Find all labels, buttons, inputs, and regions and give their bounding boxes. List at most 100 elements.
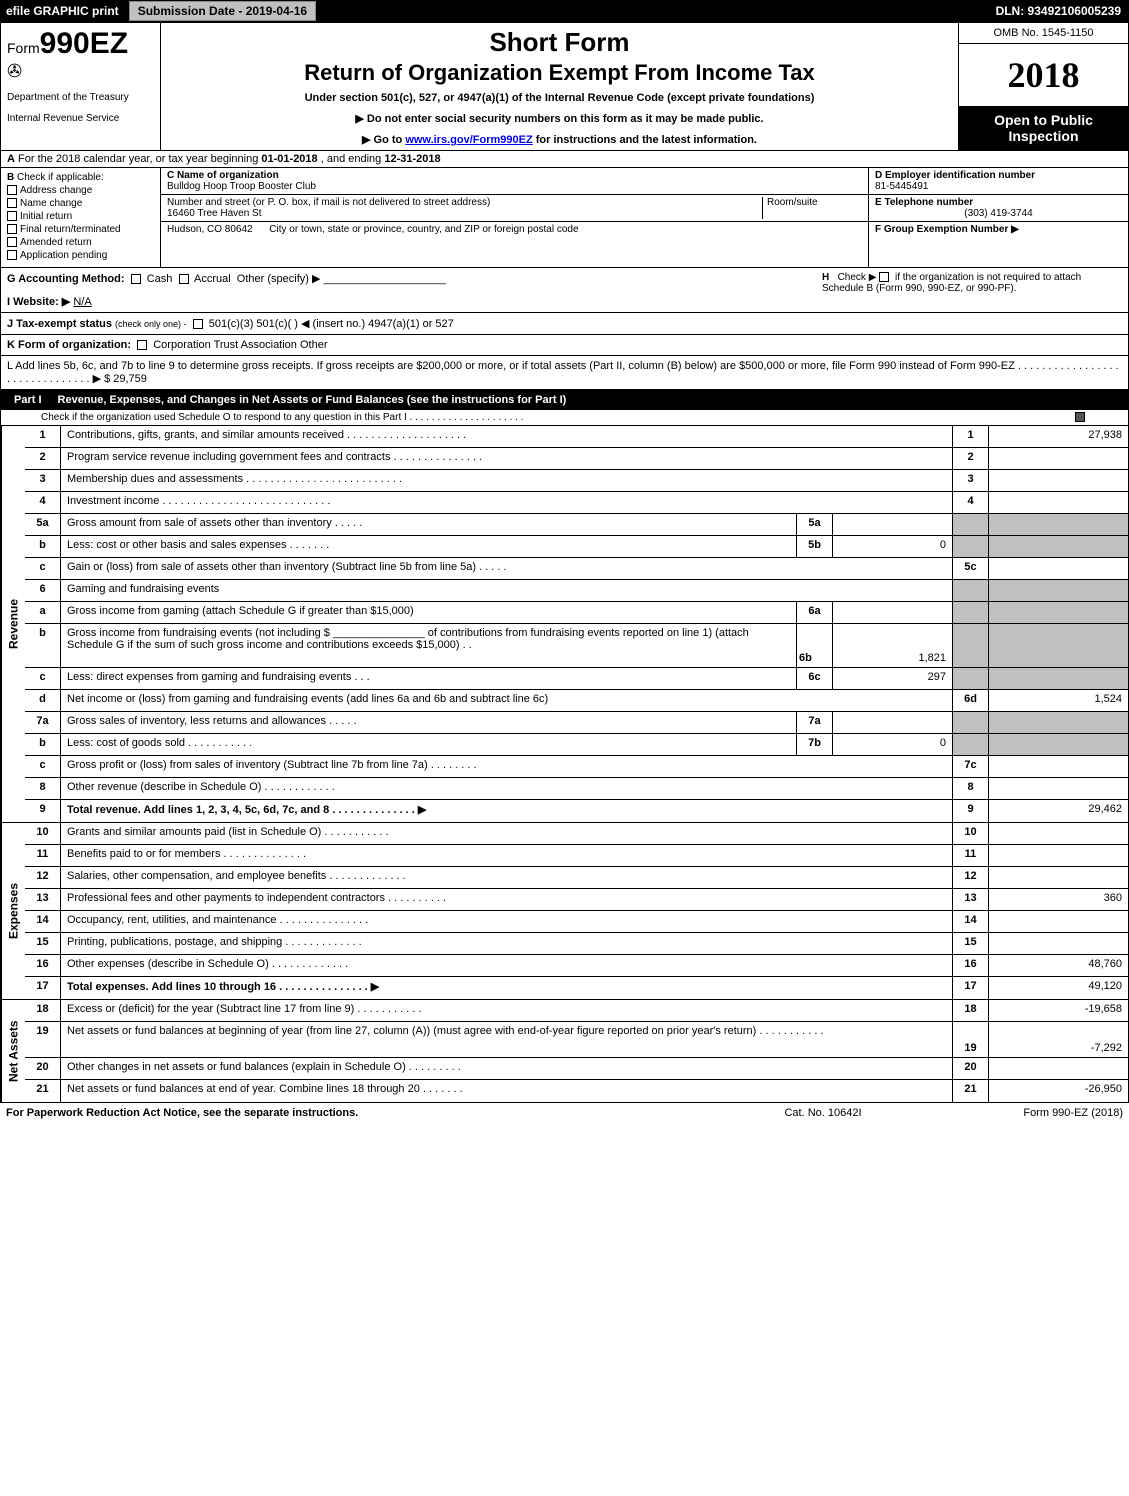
right-num: 12: [952, 867, 988, 888]
right-amt: 49,120: [988, 977, 1128, 999]
right-amt: -7,292: [988, 1022, 1128, 1057]
inner-amt: [832, 712, 952, 733]
line-desc: Other expenses (describe in Schedule O) …: [61, 955, 952, 976]
chk-label: Name change: [20, 198, 82, 209]
inner-num: 5b: [796, 536, 832, 557]
chk-schedule-b[interactable]: [879, 272, 889, 282]
right-amt: [988, 448, 1128, 469]
h-label: H: [822, 272, 829, 283]
part-i-subtitle: Check if the organization used Schedule …: [41, 412, 1075, 423]
chk-final-return[interactable]: Final return/terminated: [7, 224, 154, 235]
line-18: 18 Excess or (deficit) for the year (Sub…: [25, 1000, 1128, 1022]
short-form-title: Short Form: [169, 27, 950, 58]
addr-label: Number and street (or P. O. box, if mail…: [167, 197, 490, 208]
line-desc: Gross income from fundraising events (no…: [61, 624, 796, 667]
chk-label: Amended return: [20, 237, 92, 248]
c-org-name-row: C Name of organization Bulldog Hoop Troo…: [161, 168, 868, 195]
chk-schedule-o[interactable]: [1075, 412, 1085, 422]
line-1: 1 Contributions, gifts, grants, and simi…: [25, 426, 1128, 448]
line-num: a: [25, 602, 61, 623]
line-num: 11: [25, 845, 61, 866]
line-num: 21: [25, 1080, 61, 1102]
right-num: 15: [952, 933, 988, 954]
right-num: [952, 580, 988, 601]
right-num: 11: [952, 845, 988, 866]
chk-address-change[interactable]: Address change: [7, 185, 154, 196]
l-text: L Add lines 5b, 6c, and 7b to line 9 to …: [7, 360, 1119, 385]
footer-right: Form 990-EZ (2018): [923, 1107, 1123, 1119]
right-amt: [988, 514, 1128, 535]
line-desc: Contributions, gifts, grants, and simila…: [61, 426, 952, 447]
line-desc: Gross sales of inventory, less returns a…: [61, 712, 796, 733]
line-7c: c Gross profit or (loss) from sales of i…: [25, 756, 1128, 778]
netassets-section: Net Assets 18 Excess or (deficit) for th…: [1, 999, 1128, 1102]
inner-num: 6c: [796, 668, 832, 689]
line-16: 16 Other expenses (describe in Schedule …: [25, 955, 1128, 977]
k-label: K Form of organization:: [7, 339, 131, 351]
line-15: 15 Printing, publications, postage, and …: [25, 933, 1128, 955]
line-num: 8: [25, 778, 61, 799]
line-desc: Gross income from gaming (attach Schedul…: [61, 602, 796, 623]
right-amt: [988, 734, 1128, 755]
chk-application-pending[interactable]: Application pending: [7, 250, 154, 261]
line-desc: Occupancy, rent, utilities, and maintena…: [61, 911, 952, 932]
chk-name-change[interactable]: Name change: [7, 198, 154, 209]
dept-irs: Internal Revenue Service: [7, 113, 154, 124]
g-left: G Accounting Method: Cash Accrual Other …: [7, 272, 822, 308]
line-desc: Other changes in net assets or fund bala…: [61, 1058, 952, 1079]
right-amt: [988, 558, 1128, 579]
right-num: 17: [952, 977, 988, 999]
j-opts: 501(c)(3) 501(c)( ) ◀ (insert no.) 4947(…: [209, 318, 454, 330]
street-address: 16460 Tree Haven St: [167, 208, 262, 219]
line-num: 10: [25, 823, 61, 844]
row-a-begin: 01-01-2018: [261, 153, 317, 165]
right-amt: [988, 867, 1128, 888]
line-21: 21 Net assets or fund balances at end of…: [25, 1080, 1128, 1102]
instruction-goto: ▶ Go to www.irs.gov/Form990EZ for instru…: [169, 133, 950, 146]
right-num: 7c: [952, 756, 988, 777]
chk-501c3[interactable]: [193, 319, 203, 329]
chk-cash[interactable]: [131, 274, 141, 284]
right-amt: [988, 624, 1128, 667]
phone-value: (303) 419-3744: [875, 208, 1122, 219]
right-amt: 27,938: [988, 426, 1128, 447]
irs-link[interactable]: www.irs.gov/Form990EZ: [405, 134, 532, 146]
chk-corp[interactable]: [137, 340, 147, 350]
line-desc: Excess or (deficit) for the year (Subtra…: [61, 1000, 952, 1021]
line-5b: b Less: cost or other basis and sales ex…: [25, 536, 1128, 558]
inner-num: 6a: [796, 602, 832, 623]
right-amt: [988, 536, 1128, 557]
line-desc: Less: cost or other basis and sales expe…: [61, 536, 796, 557]
part-i-subtitle-row: Check if the organization used Schedule …: [0, 410, 1129, 426]
header-left: Form990EZ ✇ Department of the Treasury I…: [1, 23, 161, 150]
line-desc: Total revenue. Add lines 1, 2, 3, 4, 5c,…: [61, 800, 952, 822]
line-desc: Less: direct expenses from gaming and fu…: [61, 668, 796, 689]
h-check: H Check ▶ if the organization is not req…: [822, 272, 1122, 308]
line-desc: Gain or (loss) from sale of assets other…: [61, 558, 952, 579]
room-label: Room/suite: [767, 197, 818, 208]
col-b-heading: Check if applicable:: [17, 172, 104, 183]
chk-amended-return[interactable]: Amended return: [7, 237, 154, 248]
line-desc: Professional fees and other payments to …: [61, 889, 952, 910]
chk-accrual[interactable]: [179, 274, 189, 284]
e-phone-row: E Telephone number (303) 419-3744: [869, 195, 1128, 222]
line-9: 9 Total revenue. Add lines 1, 2, 3, 4, 5…: [25, 800, 1128, 822]
line-desc: Grants and similar amounts paid (list in…: [61, 823, 952, 844]
chk-initial-return[interactable]: Initial return: [7, 211, 154, 222]
right-num: [952, 734, 988, 755]
right-num: 20: [952, 1058, 988, 1079]
right-amt: [988, 911, 1128, 932]
right-amt: -26,950: [988, 1080, 1128, 1102]
line-11: 11 Benefits paid to or for members . . .…: [25, 845, 1128, 867]
line-num: 13: [25, 889, 61, 910]
org-name: Bulldog Hoop Troop Booster Club: [167, 181, 316, 192]
c-city-row: Hudson, CO 80642 City or town, state or …: [161, 222, 868, 237]
line-6a: a Gross income from gaming (attach Sched…: [25, 602, 1128, 624]
row-l-gross-receipts: L Add lines 5b, 6c, and 7b to line 9 to …: [0, 356, 1129, 390]
part-i-label: Part I: [6, 392, 50, 408]
line-num: b: [25, 734, 61, 755]
right-num: 3: [952, 470, 988, 491]
right-num: 2: [952, 448, 988, 469]
line-desc: Net assets or fund balances at beginning…: [61, 1022, 952, 1057]
right-amt: [988, 470, 1128, 491]
